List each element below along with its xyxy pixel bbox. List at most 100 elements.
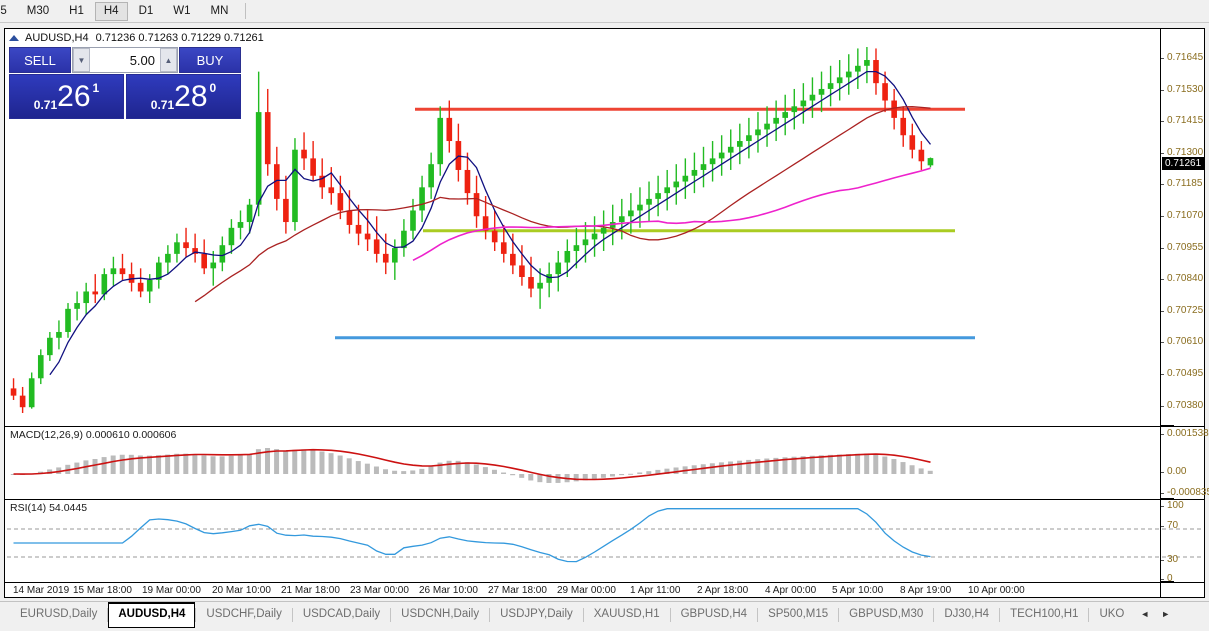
time-axis-tick: 20 Mar 10:00 (212, 585, 271, 596)
price-scale-tick: 0.70955 (1160, 242, 1203, 253)
buy-price-fraction: 0 (209, 81, 217, 95)
macd-indicator-pane[interactable]: MACD(12,26,9) 0.000610 0.000606 (5, 426, 1204, 498)
scale-separator (1160, 498, 1174, 499)
timeframe-mn[interactable]: MN (210, 4, 229, 17)
chart-tab-sp500-m15[interactable]: SP500,M15 (768, 608, 829, 620)
chart-tab-gbpusd-h4[interactable]: GBPUSD,H4 (680, 608, 748, 620)
tab-divider (489, 608, 491, 622)
price-chart-pane[interactable] (5, 29, 1204, 425)
time-axis-tick: 29 Mar 00:00 (557, 585, 616, 596)
chart-window[interactable]: AUDUSD,H4 0.71236 0.71263 0.71229 0.7126… (4, 28, 1205, 598)
lot-size-value[interactable]: 5.00 (129, 52, 155, 68)
timeframe-h1[interactable]: H1 (69, 4, 84, 17)
price-scale-tick: 0.71530 (1160, 84, 1203, 95)
time-axis-tick: 8 Apr 19:00 (900, 585, 952, 596)
chart-tabs-bar: EURUSD,Daily AUDUSD,H4 USDCHF,Daily USDCAD,… (0, 601, 1209, 631)
chevron-up-icon[interactable]: ▲ (160, 48, 177, 72)
timeframe-w1[interactable]: W1 (173, 4, 191, 17)
macd-scale-tick: -0.000835 (1160, 487, 1209, 498)
price-scale-tick: 0.70610 (1160, 336, 1203, 347)
tab-divider (838, 608, 840, 622)
tab-divider (1088, 608, 1090, 622)
price-candlestick-svg (10, 47, 975, 413)
macd-svg (10, 448, 933, 483)
time-axis-tick: 23 Mar 00:00 (350, 585, 409, 596)
time-axis-tick: 4 Apr 00:00 (765, 585, 817, 596)
scale-border (1160, 28, 1161, 598)
time-axis-tick: 19 Mar 00:00 (142, 585, 201, 596)
chart-tab-usdcad-daily[interactable]: USDCAD,Daily (302, 608, 381, 620)
price-scale-tick: 0.71070 (1160, 210, 1203, 221)
rsi-svg (7, 508, 1202, 563)
rsi-scale-tick: 30 (1160, 554, 1178, 565)
trade-prices-row: 0.71 26 1 0.71 28 0 (9, 74, 241, 119)
chart-tab-usdcnh-daily[interactable]: USDCNH,Daily (401, 608, 480, 620)
buy-price-box[interactable]: 0.71 28 0 (126, 74, 241, 119)
chart-tab-uko[interactable]: UKO (1099, 608, 1125, 620)
timeframe-d1[interactable]: D1 (138, 4, 154, 17)
tab-divider (195, 608, 197, 622)
rsi-indicator-pane[interactable]: RSI(14) 54.0445 (5, 499, 1204, 581)
chevron-down-icon[interactable]: ▼ (73, 48, 90, 72)
tab-divider (933, 608, 935, 622)
time-axis-tick: 15 Mar 18:00 (73, 585, 132, 596)
chart-ohlc-values: 0.71236 0.71263 0.71229 0.71261 (95, 32, 264, 44)
macd-scale-tick: 0.00 (1160, 466, 1186, 477)
timeframe-15[interactable]: 15 (0, 4, 7, 17)
sell-price-prefix: 0.71 (33, 98, 58, 112)
timeframe-h4[interactable]: H4 (94, 1, 128, 21)
chart-tab-usdchf-daily[interactable]: USDCHF,Daily (206, 608, 282, 620)
scale-separator (1160, 425, 1174, 426)
chart-tab-tech100-h1[interactable]: TECH100,H1 (1010, 608, 1079, 620)
time-axis-tick: 2 Apr 18:00 (697, 585, 749, 596)
time-axis-tick: 14 Mar 2019 (13, 585, 70, 596)
scale-separator (1160, 581, 1174, 582)
arrow-left-icon[interactable]: ◄ (1140, 609, 1150, 619)
tab-divider (291, 608, 293, 622)
chart-symbol-label: AUDUSD,H4 (25, 32, 89, 44)
time-axis-tick: 21 Mar 18:00 (281, 585, 340, 596)
buy-price-main: 28 (174, 79, 208, 113)
chart-tab-dj30-h4[interactable]: DJ30,H4 (944, 608, 990, 620)
macd-label: MACD(12,26,9) 0.000610 0.000606 (10, 429, 177, 441)
price-scale-tick: 0.71415 (1160, 115, 1203, 126)
buy-price-prefix: 0.71 (150, 98, 175, 112)
chart-symbol-header: AUDUSD,H4 0.71236 0.71263 0.71229 0.7126… (9, 32, 264, 44)
up-triangle-icon (9, 35, 19, 41)
timeframe-toolbar: 15 M30 H1 H4 D1 W1 MN (0, 0, 1209, 23)
time-axis-tick: 27 Mar 18:00 (488, 585, 547, 596)
rsi-label: RSI(14) 54.0445 (10, 502, 88, 514)
price-scale-column[interactable]: 0.71645 0.71530 0.71415 0.71300 0.71185 0.710… (1160, 28, 1209, 598)
chart-tab-gbpusd-m30[interactable]: GBPUSD,M30 (849, 608, 924, 620)
price-scale-tick: 0.70840 (1160, 273, 1203, 284)
current-price-badge: 0.71261 (1162, 156, 1205, 170)
macd-scale-tick: 0.001538 (1160, 428, 1209, 439)
chart-tab-xauusd-h1[interactable]: XAUUSD,H1 (593, 608, 660, 620)
price-scale-tick: 0.70380 (1160, 400, 1203, 411)
sell-price-box[interactable]: 0.71 26 1 (9, 74, 124, 119)
rsi-scale-tick: 0 (1160, 573, 1173, 584)
tab-divider (390, 608, 392, 622)
timeframe-m30[interactable]: M30 (26, 4, 50, 17)
time-axis-tick: 1 Apr 11:00 (630, 585, 681, 596)
buy-button[interactable]: BUY (179, 47, 241, 73)
one-click-trading-panel[interactable]: SELL ▼ 5.00 ▲ BUY 0.71 26 1 0.71 28 0 (9, 47, 241, 119)
price-scale-tick: 0.70495 (1160, 368, 1203, 379)
toolbar-divider (245, 3, 247, 19)
chart-tab-usdjpy-daily[interactable]: USDJPY,Daily (500, 608, 573, 620)
sell-price-fraction: 1 (92, 81, 100, 95)
chart-tab-audusd-h4[interactable]: AUDUSD,H4 (108, 602, 196, 628)
tab-divider (757, 608, 759, 622)
price-scale-tick: 0.71300 (1160, 147, 1203, 158)
sell-price-main: 26 (57, 79, 91, 113)
time-axis: 14 Mar 2019 15 Mar 18:00 19 Mar 00:00 20 Ma… (5, 582, 1204, 597)
chart-tab-eurusd-daily[interactable]: EURUSD,Daily (20, 608, 98, 620)
arrow-right-icon[interactable]: ► (1161, 609, 1171, 619)
trade-controls-row: SELL ▼ 5.00 ▲ BUY (9, 47, 241, 73)
sell-button[interactable]: SELL (9, 47, 71, 73)
lot-size-stepper[interactable]: ▼ 5.00 ▲ (72, 47, 178, 73)
time-axis-tick: 5 Apr 10:00 (832, 585, 884, 596)
price-scale-tick: 0.71645 (1160, 52, 1203, 63)
tab-divider (669, 608, 671, 622)
